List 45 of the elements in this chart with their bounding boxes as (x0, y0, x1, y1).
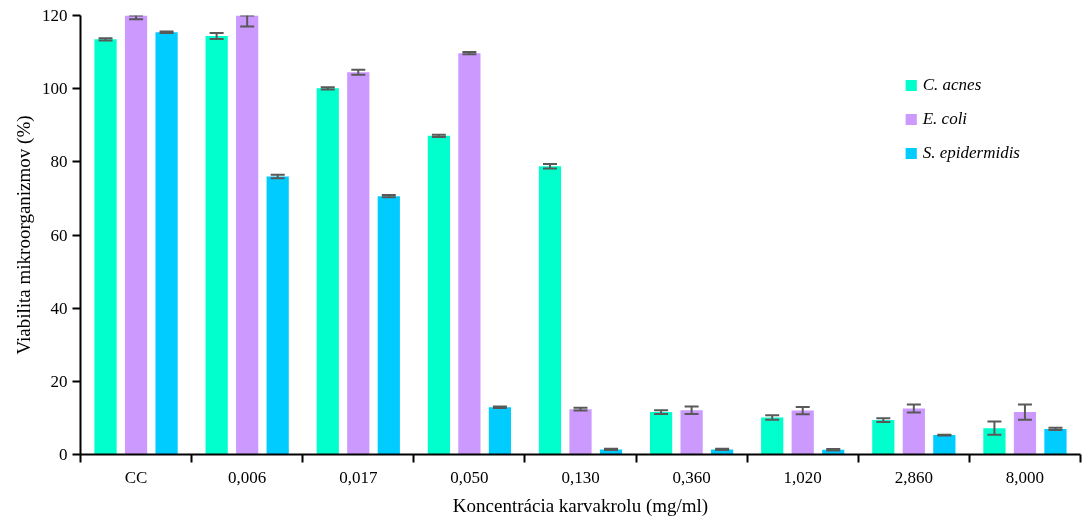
legend-label: E. coli (922, 109, 968, 129)
y-tick-label: 120 (42, 6, 68, 25)
bar (488, 407, 512, 455)
bar (569, 409, 592, 455)
bar (205, 35, 228, 455)
bar (266, 176, 289, 455)
bar (761, 417, 784, 455)
legend-label: C. acnes (922, 75, 982, 95)
y-tick-label: 60 (50, 225, 68, 245)
x-tick-label: 8,000 (1005, 467, 1045, 487)
bar (983, 428, 1006, 455)
x-tick-label: 0,017 (339, 467, 378, 487)
x-tick-label: 0,130 (561, 467, 600, 487)
bar (538, 166, 562, 455)
x-axis-title: Koncentrácia karvakrolu (mg/ml) (452, 494, 709, 517)
y-tick-label: 80 (50, 152, 68, 172)
bar (1044, 428, 1067, 455)
bar (347, 72, 370, 455)
bar (377, 196, 400, 455)
y-tick-label: 0 (59, 445, 68, 464)
x-tick-label: CC (124, 467, 148, 487)
bar (680, 410, 703, 455)
bar (872, 420, 895, 455)
y-tick-label: 40 (50, 298, 68, 318)
legend-label: S. epidermidis (922, 143, 1020, 163)
bar (427, 135, 450, 455)
y-axis-title: Viabilita mikroorganizmov (%) (13, 115, 35, 355)
y-tick-label: 100 (42, 79, 68, 99)
bar (791, 410, 814, 455)
bar (1013, 412, 1037, 455)
x-tick-label: 0,006 (228, 467, 267, 487)
bar (933, 435, 956, 455)
bar (155, 32, 178, 455)
bar (316, 88, 339, 455)
x-tick-label: 2,860 (894, 467, 933, 487)
bar (902, 408, 925, 455)
x-tick-label: 0,360 (672, 467, 711, 487)
bar (124, 15, 148, 455)
bar (458, 53, 481, 455)
x-tick-label: 1,020 (783, 467, 822, 487)
x-tick-label: 0,050 (450, 467, 489, 487)
y-tick-label: 20 (50, 371, 68, 391)
bar (236, 15, 259, 455)
bar (649, 412, 673, 455)
bar (94, 39, 117, 455)
